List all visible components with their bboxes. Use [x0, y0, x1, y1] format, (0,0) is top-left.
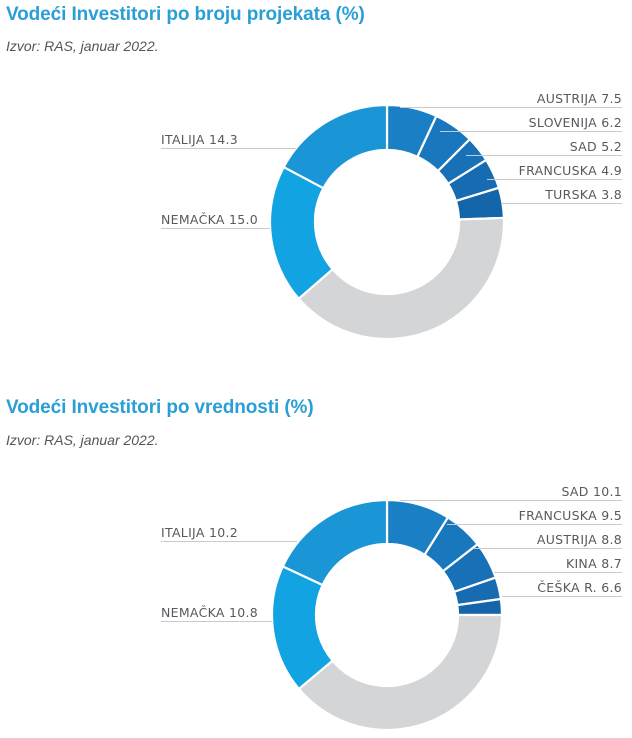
slice-label-sad: SAD 10.1	[561, 484, 622, 499]
chart-section-by-value: Vodeći Investitori po vrednosti (%) Izvo…	[0, 370, 632, 738]
slice-label-nemacka: NEMAČKA 15.0	[161, 212, 258, 227]
donut-slice-italija	[282, 103, 389, 190]
chart-title: Vodeći Investitori po broju projekata (%…	[6, 4, 365, 25]
slice-label-austrija: AUSTRIJA 7.5	[537, 91, 622, 106]
donut-slice-italija	[281, 498, 389, 587]
donut-slices	[268, 103, 506, 341]
chart-source: Izvor: RAS, januar 2022.	[6, 432, 159, 448]
slice-label-kina: KINA 8.7	[566, 556, 622, 571]
slice-label-italija: ITALIJA 10.2	[161, 525, 238, 540]
donut-chart-by-projects: ITALIJA 14.3 NEMAČKA 15.0 AUSTRIJA 7.5 S…	[161, 91, 622, 341]
donut-slice-other	[297, 216, 506, 341]
slice-label-slovenija: SLOVENIJA 6.2	[529, 115, 622, 130]
slice-label-austrija: AUSTRIJA 8.8	[537, 532, 622, 547]
slice-label-turska: TURSKA 3.8	[544, 187, 622, 202]
slice-label-sad: SAD 5.2	[570, 139, 622, 154]
slice-label-ceska: ČEŠKA R. 6.6	[537, 580, 622, 595]
chart-source: Izvor: RAS, januar 2022.	[6, 38, 159, 54]
donut-slice-other	[297, 613, 504, 732]
leader-lines	[161, 107, 622, 229]
chart-section-by-projects: Vodeći Investitori po broju projekata (%…	[6, 4, 622, 341]
chart-title: Vodeći Investitori po vrednosti (%)	[6, 397, 314, 418]
donut-chart-by-value: ITALIJA 10.2 NEMAČKA 10.8 SAD 10.1 FRANC…	[161, 484, 622, 732]
leader-lines	[161, 500, 622, 622]
slice-label-italija: ITALIJA 14.3	[161, 132, 238, 147]
slice-label-nemacka: NEMAČKA 10.8	[161, 605, 258, 620]
donut-slices	[270, 498, 504, 732]
slice-label-francuska: FRANCUSKA 9.5	[519, 508, 622, 523]
slice-label-francuska: FRANCUSKA 4.9	[519, 163, 622, 178]
